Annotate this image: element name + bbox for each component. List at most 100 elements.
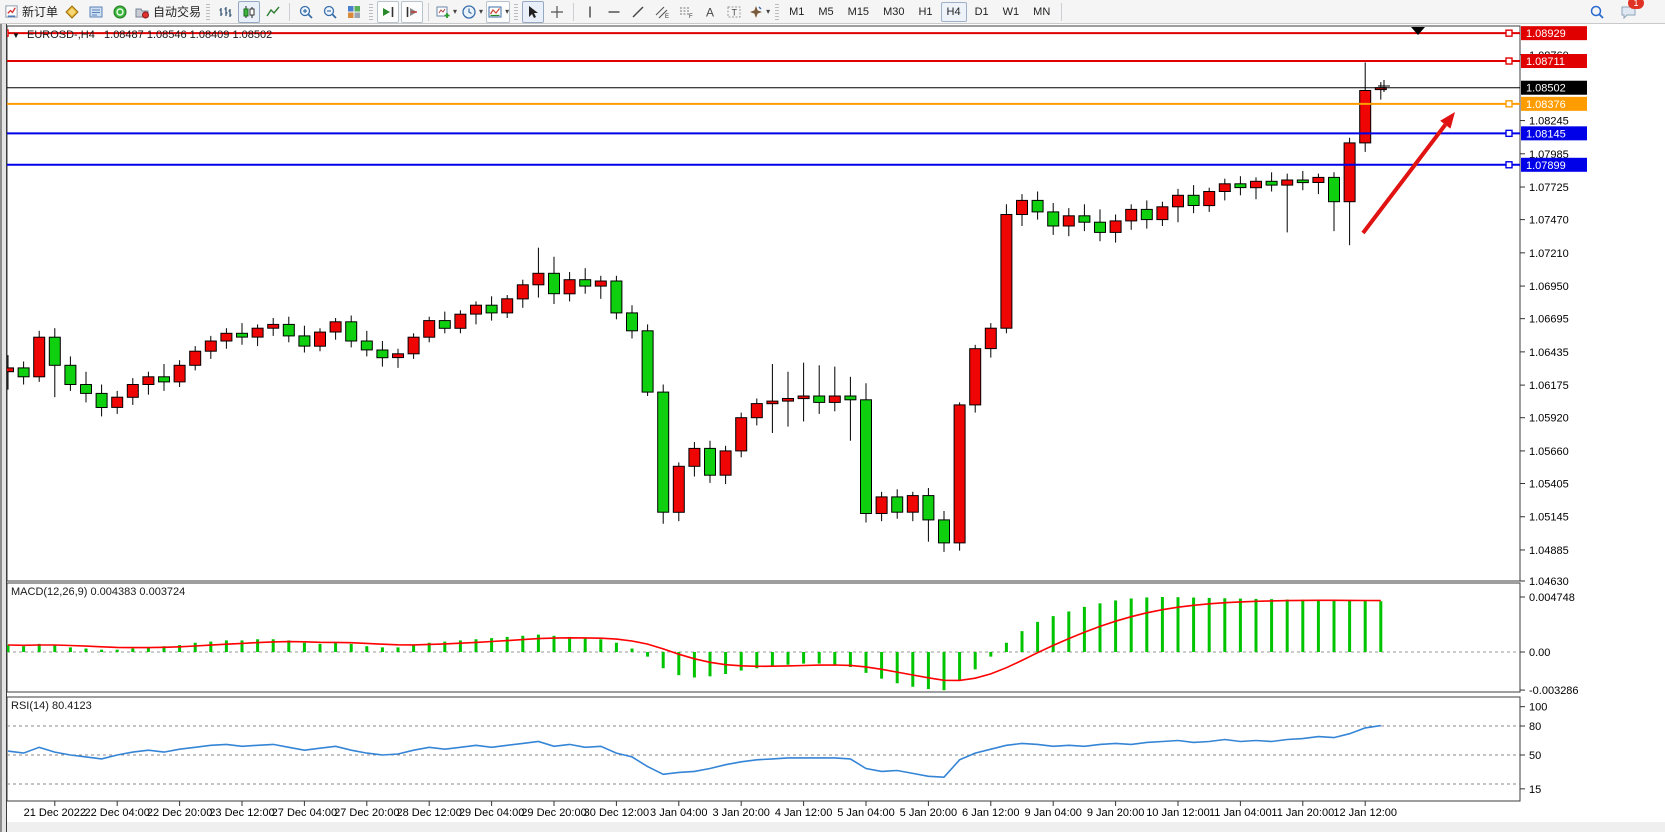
- tf-m5-button[interactable]: M5: [818, 5, 834, 18]
- auto-scroll-icon: [383, 6, 394, 17]
- support-line-2-anchor[interactable]: [1505, 161, 1513, 169]
- horizontal-line-tool[interactable]: [603, 1, 625, 23]
- data-window-button[interactable]: [85, 1, 107, 23]
- candle-body: [1265, 180, 1278, 186]
- auto-trading-button[interactable]: 自动交易: [133, 1, 202, 23]
- price-badge: [1521, 54, 1587, 69]
- axis-label: 9 Jan 04:00: [1024, 807, 1082, 819]
- tf-m15-button[interactable]: M15: [847, 5, 870, 18]
- candle-body: [220, 332, 233, 342]
- clock-icon: [462, 4, 476, 19]
- trend-arrow-annotation[interactable]: [1361, 123, 1447, 235]
- candle-body: [1078, 215, 1091, 223]
- new-chart-button[interactable]: ▾: [434, 1, 458, 23]
- tf-h4-button[interactable]: H4: [940, 1, 967, 22]
- axis-label: 22 Dec 20:00: [147, 807, 212, 819]
- candlestick-chart-button[interactable]: [238, 0, 261, 23]
- chart-title: ▼ EUROSD-,H4 1.08487 1.08546 1.08409 1.0…: [12, 29, 272, 41]
- support-line-1-anchor[interactable]: [1505, 129, 1513, 138]
- chat-button[interactable]: 1: [1617, 0, 1644, 23]
- main-pane-border: [6, 25, 1521, 582]
- market-watch-icon: [65, 4, 79, 19]
- trendline-tool[interactable]: [627, 1, 649, 23]
- auto-scroll-button[interactable]: [377, 0, 400, 23]
- candle-body: [189, 350, 202, 366]
- axis-label: 1.05920: [1529, 413, 1569, 425]
- candle-body: [860, 399, 872, 514]
- axis-label: 1.08711: [1526, 56, 1565, 68]
- resistance-line-1-anchor[interactable]: [1505, 29, 1513, 37]
- navigator-button[interactable]: [109, 1, 131, 23]
- toolbar-drag-handle[interactable]: [369, 3, 374, 20]
- dropdown-caret-icon: ▾: [766, 6, 771, 16]
- fibonacci-tool[interactable]: F: [675, 1, 697, 23]
- candle-body: [672, 465, 685, 513]
- indicators-button[interactable]: ▾: [486, 0, 511, 23]
- vertical-line-icon: [589, 6, 591, 17]
- macd-indicator-label: MACD(12,26,9) 0.004383 0.003724: [11, 586, 186, 598]
- pivot-line-anchor[interactable]: [1505, 100, 1513, 108]
- text-tool[interactable]: A: [699, 1, 721, 23]
- candle-body: [1156, 206, 1169, 221]
- zoom-out-button[interactable]: [319, 1, 341, 23]
- zoom-in-icon: [299, 5, 313, 19]
- tf-d1-button[interactable]: D1: [974, 5, 989, 18]
- axis-label: 0.00: [1529, 647, 1550, 659]
- candle-body: [485, 304, 498, 314]
- new-order-button[interactable]: 新订单: [3, 1, 59, 23]
- axis-label: 1.08929: [1526, 28, 1566, 40]
- axis-label: 12 Jan 12:00: [1333, 807, 1397, 819]
- toolbar-drag-handle[interactable]: [514, 3, 519, 20]
- market-watch-button[interactable]: [61, 1, 83, 23]
- resistance-line-2-anchor[interactable]: [1505, 57, 1513, 65]
- candle-body: [1328, 176, 1340, 203]
- chat-notification-badge: 1: [1628, 0, 1644, 9]
- axis-label: 5 Jan 04:00: [837, 807, 895, 819]
- cursor-button[interactable]: [522, 0, 545, 23]
- axis-label: 1.06695: [1529, 314, 1569, 326]
- price-badge: [1521, 80, 1587, 95]
- candle-body: [938, 519, 950, 544]
- axis-label: 100: [1529, 702, 1547, 714]
- price-badge: [1521, 96, 1587, 111]
- periods-button[interactable]: ▾: [460, 1, 484, 23]
- text-label-tool[interactable]: T: [723, 1, 745, 23]
- candle-body: [657, 391, 670, 513]
- line-chart-button[interactable]: [262, 1, 284, 23]
- crosshair-button[interactable]: [546, 1, 568, 23]
- chart-menu-icon[interactable]: ▼: [12, 31, 20, 40]
- tf-w1-button[interactable]: W1: [1002, 5, 1020, 18]
- equidistant-channel-tool[interactable]: E: [651, 1, 673, 23]
- candle-body: [1094, 221, 1106, 233]
- search-button[interactable]: [1586, 1, 1608, 23]
- chart-shift-button[interactable]: [401, 0, 424, 23]
- zoom-in-button[interactable]: [295, 1, 317, 23]
- window-left-edge: [0, 24, 7, 832]
- search-icon: [1590, 5, 1604, 19]
- candle-body: [345, 321, 358, 342]
- vertical-line-tool[interactable]: [579, 1, 601, 23]
- tf-mn-button[interactable]: MN: [1033, 5, 1051, 18]
- toolbar-drag-handle[interactable]: [206, 3, 211, 20]
- candle-body: [891, 496, 904, 513]
- axis-label: 3 Jan 20:00: [712, 807, 770, 819]
- candle-body: [953, 404, 966, 544]
- axis-label: 9 Jan 20:00: [1087, 807, 1145, 819]
- candle-body: [173, 364, 186, 383]
- axis-label: 80: [1529, 721, 1541, 733]
- svg-text:A: A: [706, 5, 714, 19]
- tile-windows-button[interactable]: [343, 1, 365, 23]
- chart-ohlc-values: 1.08487 1.08546 1.08409 1.08502: [104, 29, 273, 41]
- tf-h1-button[interactable]: H1: [918, 5, 933, 18]
- tf-m30-button[interactable]: M30: [883, 5, 905, 18]
- new-order-icon: [5, 5, 18, 18]
- tf-m1-button[interactable]: M1: [789, 5, 805, 18]
- arrow-objects-tool[interactable]: ▾: [747, 1, 771, 23]
- bar-chart-button[interactable]: [214, 1, 236, 23]
- navigator-icon: [113, 5, 127, 18]
- arrow-objects-icon: [750, 5, 763, 18]
- new-chart-icon: [436, 6, 450, 18]
- candle-body: [95, 392, 108, 408]
- toolbar-drag-handle[interactable]: [775, 3, 780, 20]
